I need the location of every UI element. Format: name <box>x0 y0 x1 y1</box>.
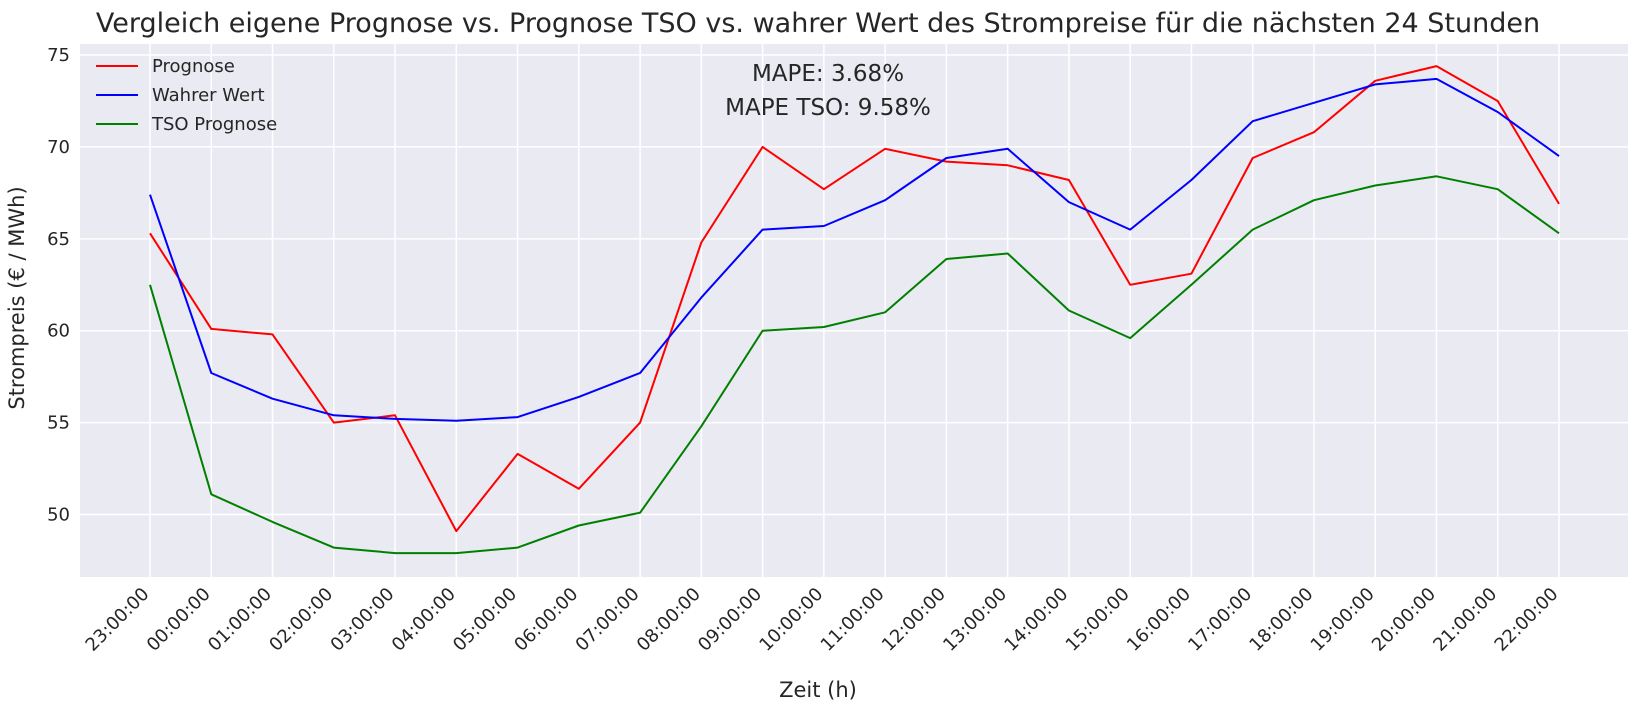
x-tick-label: 12:00:00 <box>878 584 950 656</box>
x-tick-label: 04:00:00 <box>388 584 460 656</box>
series-line-wahrer-wert <box>149 77 1560 422</box>
x-tick-label: 13:00:00 <box>939 584 1011 656</box>
y-axis-label: Strompreis (€ / MWh) <box>5 186 29 409</box>
y-tick-label: 55 <box>47 413 70 434</box>
legend: Prognose Wahrer Wert TSO Prognose <box>96 56 277 135</box>
x-tick-label: 07:00:00 <box>572 584 644 656</box>
y-tick-label: 75 <box>47 45 70 66</box>
series-line-tso-prognose <box>149 175 1560 555</box>
x-tick-label: 06:00:00 <box>510 584 582 656</box>
x-tick-label: 22:00:00 <box>1491 584 1563 656</box>
y-tick-labels: 50 55 60 65 70 75 <box>47 45 70 525</box>
mape-annotation: MAPE: 3.68% <box>752 61 904 87</box>
x-tick-label: 20:00:00 <box>1368 584 1440 656</box>
x-tick-label: 00:00:00 <box>143 584 215 656</box>
x-tick-label: 03:00:00 <box>327 584 399 656</box>
x-tick-label: 16:00:00 <box>1123 584 1195 656</box>
series-lines <box>149 65 1560 555</box>
y-tick-label: 65 <box>47 229 70 250</box>
x-tick-label: 18:00:00 <box>1245 584 1317 656</box>
legend-label: Prognose <box>152 56 235 77</box>
y-tick-label: 70 <box>47 137 70 158</box>
x-tick-label: 19:00:00 <box>1307 584 1379 656</box>
x-tick-label: 14:00:00 <box>1000 584 1072 656</box>
x-tick-label: 09:00:00 <box>694 584 766 656</box>
x-tick-label: 17:00:00 <box>1184 584 1256 656</box>
x-tick-label: 10:00:00 <box>755 584 827 656</box>
x-tick-label: 08:00:00 <box>633 584 705 656</box>
plot-area <box>80 44 1628 577</box>
y-tick-label: 60 <box>47 321 70 342</box>
x-tick-label: 23:00:00 <box>82 584 154 656</box>
x-tick-label: 01:00:00 <box>204 584 276 656</box>
series-line-prognose <box>149 65 1560 533</box>
x-axis-label: Zeit (h) <box>779 678 857 702</box>
chart-title: Vergleich eigene Prognose vs. Prognose T… <box>96 8 1540 39</box>
legend-label: Wahrer Wert <box>152 85 265 106</box>
mape-tso-annotation: MAPE TSO: 9.58% <box>725 95 931 121</box>
x-tick-labels: 23:00:0000:00:0001:00:0002:00:0003:00:00… <box>82 584 1563 656</box>
x-tick-label: 05:00:00 <box>449 584 521 656</box>
x-tick-label: 15:00:00 <box>1062 584 1134 656</box>
x-tick-label: 21:00:00 <box>1429 584 1501 656</box>
y-tick-label: 50 <box>47 505 70 526</box>
x-tick-label: 11:00:00 <box>817 584 889 656</box>
legend-label: TSO Prognose <box>151 114 277 135</box>
x-tick-label: 02:00:00 <box>265 584 337 656</box>
